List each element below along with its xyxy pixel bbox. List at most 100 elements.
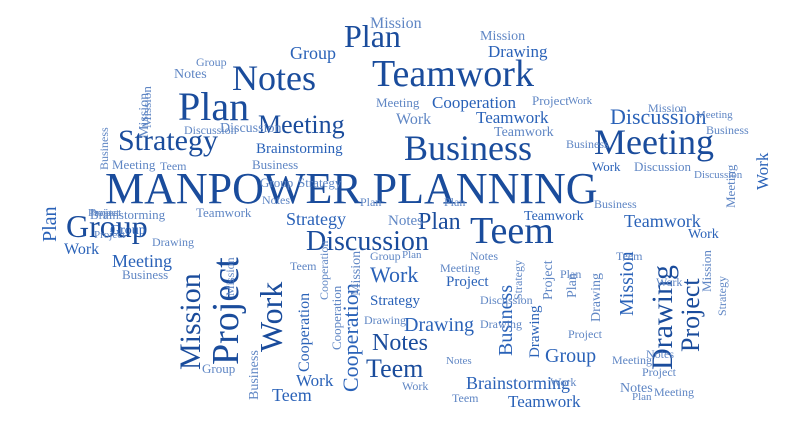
cloud-word: Business — [404, 128, 533, 168]
cloud-word: Teem — [290, 259, 317, 273]
cloud-word: Notes — [646, 347, 674, 361]
cloud-word: Meeting — [112, 157, 156, 172]
cloud-word: Meeting — [696, 109, 733, 121]
cloud-word: Teem — [452, 391, 479, 405]
cloud-word: Mission — [370, 15, 422, 32]
cloud-word: Group — [545, 345, 597, 367]
cloud-word: Mission — [139, 86, 154, 128]
cloud-word: Work — [688, 227, 719, 242]
cloud-word: Project — [541, 260, 556, 300]
cloud-word: Notes — [372, 330, 428, 356]
cloud-word: Group — [202, 361, 236, 376]
cloud-word: Business — [594, 197, 637, 211]
cloud-word: Strategy — [715, 276, 729, 316]
cloud-word: Plan — [560, 267, 582, 281]
cloud-word: Strategy — [511, 260, 525, 300]
cloud-word: Plan — [39, 206, 61, 242]
cloud-word: Work — [253, 281, 289, 352]
cloud-word: Business — [97, 127, 111, 170]
cloud-word: Notes — [174, 67, 207, 82]
cloud-word: Work — [396, 111, 432, 128]
cloud-word: Notes — [232, 58, 316, 98]
cloud-word: Group — [110, 223, 146, 238]
cloud-word: Work — [656, 275, 683, 289]
cloud-word: Plan — [402, 249, 422, 261]
cloud-word: Notes — [446, 355, 472, 367]
cloud-word: Mission — [174, 273, 207, 370]
cloud-word: Notes — [262, 193, 290, 207]
cloud-word: Project — [532, 93, 569, 108]
cloud-word: Drawing — [364, 313, 406, 327]
cloud-word: Notes — [620, 381, 653, 396]
cloud-word: Drawing — [152, 235, 194, 249]
cloud-word: Business — [706, 123, 749, 137]
cloud-word: Plan — [632, 391, 652, 403]
cloud-word: Teem — [616, 249, 643, 263]
cloud-word: Work — [592, 159, 621, 174]
cloud-word: Teamwork — [494, 125, 554, 140]
cloud-word: Teem — [272, 385, 312, 405]
cloud-word: Project — [88, 207, 120, 219]
cloud-word: Notes — [470, 249, 498, 263]
cloud-word: Teem — [470, 210, 554, 252]
cloud-word: Discussion — [306, 226, 429, 257]
cloud-word: Work — [64, 241, 100, 258]
cloud-word: Meeting — [594, 122, 714, 162]
cloud-word: Discussion — [634, 159, 692, 174]
cloud-word: Teamwork — [196, 205, 252, 220]
cloud-word: Mission — [349, 250, 364, 296]
cloud-word: Plan — [444, 195, 466, 209]
cloud-word: Mission — [480, 29, 526, 44]
cloud-word: Project — [94, 229, 126, 241]
cloud-word: Cooperation — [296, 292, 313, 372]
cloud-word: Brainstorming — [466, 373, 570, 393]
cloud-word: Mission — [223, 257, 237, 296]
cloud-word: Strategy — [298, 175, 342, 190]
cloud-word: Discussion — [610, 104, 707, 129]
cloud-word: Plan — [360, 195, 382, 209]
cloud-word: Meeting — [654, 385, 694, 399]
cloud-word: Notes — [388, 213, 423, 229]
cloud-word: Discussion — [480, 293, 533, 307]
cloud-word: Work — [296, 371, 334, 390]
cloud-word: Meeting — [112, 251, 172, 271]
cloud-word: Discussion — [184, 123, 237, 137]
cloud-word: Discussion — [220, 121, 282, 136]
cloud-word: Teamwork — [524, 209, 584, 224]
cloud-word: Business — [566, 137, 609, 151]
cloud-word: Group — [66, 208, 148, 244]
cloud-word: Meeting — [258, 110, 345, 139]
cloud-word: Discussion — [694, 169, 743, 181]
cloud-word: Group — [290, 43, 336, 63]
cloud-word: Strategy — [118, 124, 218, 157]
cloud-word: Mission — [699, 250, 714, 292]
cloud-word: Teem — [160, 159, 187, 173]
cloud-word: Drawing — [488, 42, 548, 61]
cloud-word: Work — [402, 379, 429, 393]
cloud-word: Plan — [418, 209, 461, 235]
cloud-word: Cooperation — [432, 93, 517, 112]
cloud-word: Brainstorming — [90, 207, 166, 222]
cloud-word: Group — [196, 55, 227, 69]
cloud-word: Business — [122, 267, 169, 282]
cloud-word: Business — [247, 350, 262, 400]
cloud-word: Plan — [178, 84, 250, 129]
cloud-word: Work — [753, 152, 772, 190]
cloud-word: Project — [568, 327, 602, 341]
cloud-word: Mission — [648, 101, 687, 115]
cloud-word: Group — [260, 175, 294, 190]
cloud-word: Project — [642, 365, 676, 379]
cloud-word: Plan — [344, 18, 401, 54]
cloud-word: Project — [446, 274, 489, 290]
cloud-word: Cooperation — [329, 285, 344, 350]
cloud-word: Drawing — [480, 317, 522, 331]
cloud-word: Drawing — [404, 314, 474, 336]
cloud-word: Work — [370, 262, 419, 287]
cloud-word: Meeting — [376, 95, 420, 110]
cloud-word: Business — [252, 157, 299, 172]
cloud-word: Teem — [366, 354, 424, 383]
cloud-word: Work — [568, 95, 593, 107]
cloud-word: Work — [550, 375, 577, 389]
cloud-word: Teamwork — [508, 392, 581, 411]
